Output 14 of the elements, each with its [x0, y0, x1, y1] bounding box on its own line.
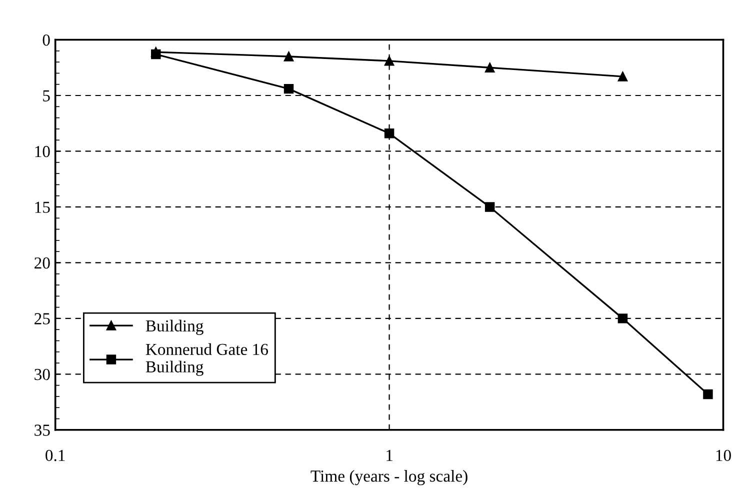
x-tick-label: 1 [386, 450, 392, 461]
y-tick-label: 10 [35, 146, 50, 158]
x-tick-label: 0.1 [46, 450, 65, 462]
y-tick-label: 30 [34, 368, 50, 380]
y-tick-label: 5 [43, 90, 50, 102]
y-tick-label: 20 [34, 257, 50, 269]
y-tick-label: 15 [35, 202, 50, 213]
legend-label: Building [146, 320, 204, 335]
x-tick-label: 10 [716, 450, 731, 462]
legend-label: Konnerud Gate 16 Building [146, 343, 268, 376]
y-tick-label: 25 [34, 313, 50, 324]
x-axis-title: Time (years - log scale) [310, 470, 468, 486]
y-tick-label: 35 [34, 424, 50, 436]
y-tick-label: 0 [42, 34, 50, 46]
